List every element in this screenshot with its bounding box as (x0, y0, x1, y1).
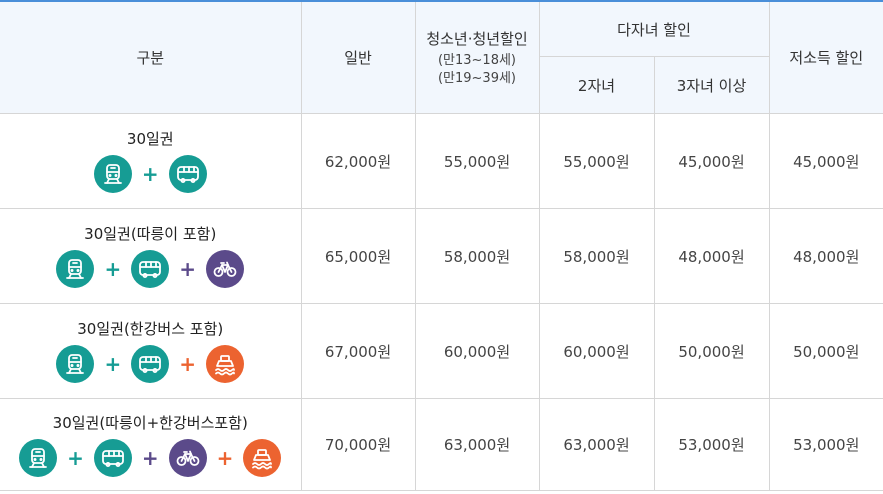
subway-icon (56, 250, 95, 288)
price-general: 70,000원 (300, 398, 416, 491)
plus-icon: + (67, 445, 84, 470)
table-row: 30일권(따릉이 포함) + +65,000원 58,000원 58,000원 48,00… (0, 208, 883, 304)
plus-icon: + (179, 257, 197, 281)
plus-icon: + (141, 162, 159, 186)
bus-icon (168, 155, 207, 193)
bus-icon (93, 438, 132, 477)
ticket-cell: 30일권 + (0, 113, 302, 209)
ticket-name: 30일권(한강버스 포함) (77, 320, 224, 338)
price-youth: 58,000원 (414, 208, 540, 304)
transport-icons: + + (0, 345, 301, 383)
bicycle-icon (168, 438, 207, 477)
price-lowincome: 45,000원 (768, 113, 883, 209)
subway-icon (19, 438, 58, 477)
fare-table-body: 30일권 +62,000원 55,000원 55,000원 45,000원 45,000원… (0, 113, 883, 491)
header-youth: 청소년·청년할인 (만13~18세) (만19~39세) (414, 0, 540, 114)
plus-icon: + (141, 445, 159, 470)
plus-icon: + (216, 445, 234, 470)
ferry-icon (243, 438, 282, 477)
price-child3: 50,000원 (653, 303, 770, 399)
subway-icon (93, 155, 132, 193)
table-row: 30일권 +62,000원 55,000원 55,000원 45,000원 45,000원 (0, 113, 883, 209)
ticket-name: 30일권(따릉이 포함) (84, 225, 217, 243)
header-child3: 3자녀 이상 (653, 56, 769, 114)
price-general: 62,000원 (300, 113, 416, 209)
header-category: 구분 (0, 0, 302, 114)
ticket-cell: 30일권(따릉이 포함) + + (0, 208, 302, 304)
price-child2: 60,000원 (538, 303, 655, 399)
table-row: 30일권(따릉이+한강버스포함) + + +70,000원 63,000원 63,000원… (0, 398, 883, 491)
price-lowincome: 48,000원 (768, 208, 883, 304)
price-lowincome: 53,000원 (768, 398, 883, 491)
price-lowincome: 50,000원 (768, 303, 883, 399)
transport-icons: + (0, 155, 301, 193)
price-child3: 48,000원 (653, 208, 770, 304)
transport-icons: + + (0, 250, 301, 288)
header-multichild: 다자녀 할인 (538, 0, 770, 57)
header-youth-title: 청소년·청년할인 (426, 29, 528, 48)
header-general: 일반 (300, 0, 416, 114)
price-general: 67,000원 (300, 303, 416, 399)
price-youth: 55,000원 (414, 113, 540, 209)
price-child2: 58,000원 (538, 208, 655, 304)
ferry-icon (206, 345, 245, 383)
plus-icon: + (179, 352, 197, 376)
ticket-name: 30일권 (126, 130, 174, 148)
plus-icon: + (104, 352, 122, 376)
header-lowincome: 저소득 할인 (768, 0, 883, 114)
bus-icon (131, 345, 170, 383)
ticket-cell: 30일권(한강버스 포함) + + (0, 303, 302, 399)
price-youth: 63,000원 (414, 398, 540, 491)
header-youth-age-young: (만19~39세) (437, 70, 517, 86)
table-row: 30일권(한강버스 포함) + +67,000원 60,000원 60,000원 50,0… (0, 303, 883, 399)
plus-icon: + (104, 257, 122, 281)
price-child3: 53,000원 (653, 398, 770, 491)
transport-icons: + + + (0, 438, 301, 477)
ticket-cell: 30일권(따릉이+한강버스포함) + + + (0, 398, 302, 491)
price-child2: 63,000원 (538, 398, 655, 491)
bus-icon (131, 250, 170, 288)
price-general: 65,000원 (300, 208, 416, 304)
price-child2: 55,000원 (538, 113, 655, 209)
price-child3: 45,000원 (653, 113, 770, 209)
price-youth: 60,000원 (414, 303, 540, 399)
bicycle-icon (206, 250, 245, 288)
subway-icon (56, 345, 95, 383)
ticket-name: 30일권(따릉이+한강버스포함) (52, 413, 248, 432)
header-youth-age-teen: (만13~18세) (437, 52, 517, 68)
header-child2: 2자녀 (539, 56, 655, 114)
